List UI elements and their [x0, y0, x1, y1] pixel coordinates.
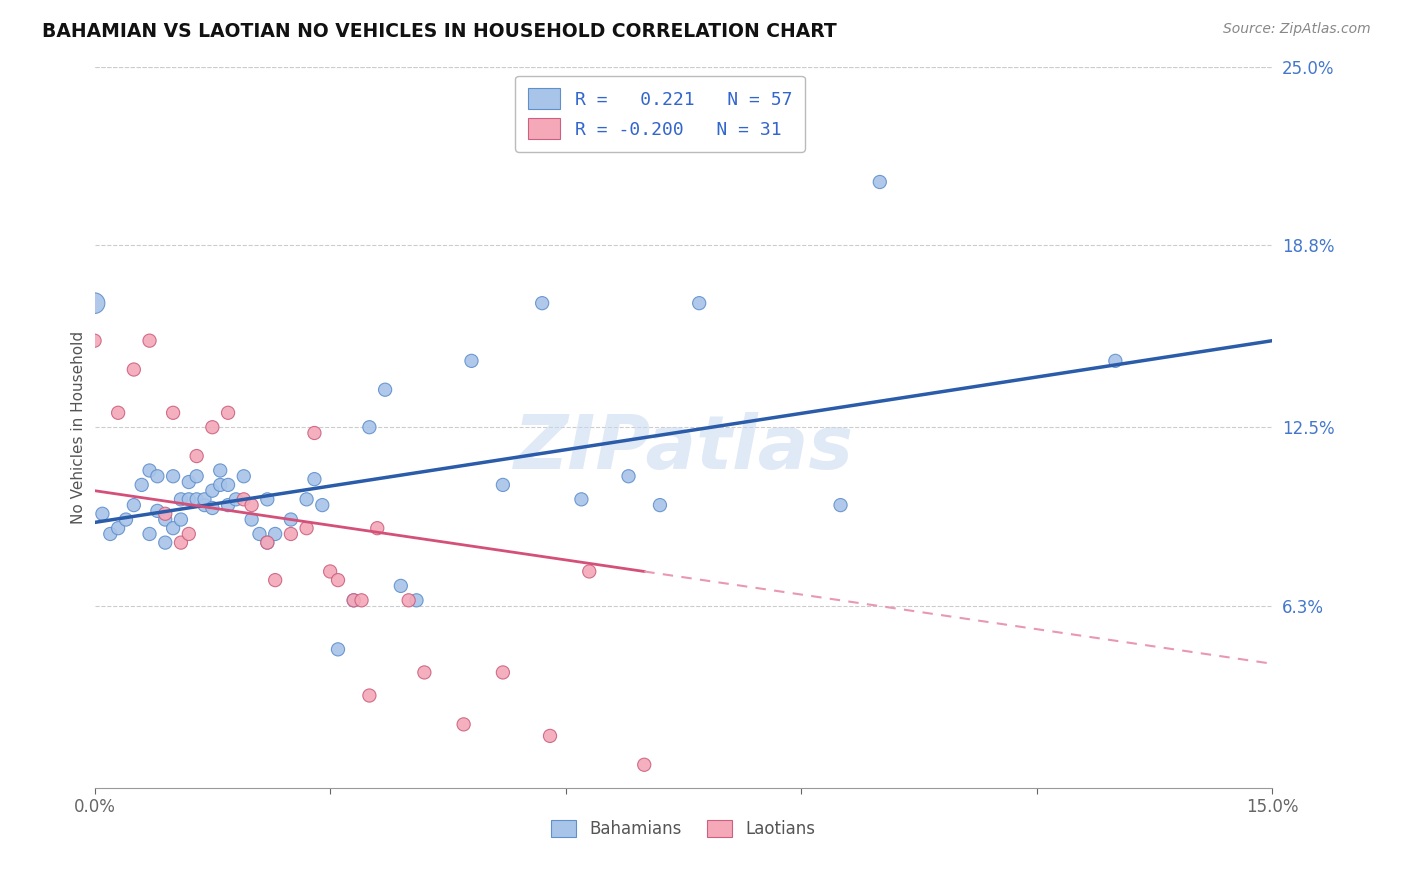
Point [193, 498, 215, 512]
Point [413, 665, 436, 680]
Point [648, 498, 671, 512]
Point [217, 498, 239, 512]
Point [830, 498, 852, 512]
Point [107, 521, 129, 535]
Point [326, 573, 349, 587]
Point [162, 521, 184, 535]
Point [170, 492, 193, 507]
Point [256, 492, 278, 507]
Point [138, 334, 160, 348]
Point [249, 527, 271, 541]
Point [186, 469, 208, 483]
Point [186, 492, 208, 507]
Point [366, 521, 388, 535]
Point [177, 492, 200, 507]
Y-axis label: No Vehicles in Household: No Vehicles in Household [72, 331, 86, 524]
Point [155, 512, 177, 526]
Point [146, 469, 169, 483]
Point [343, 593, 366, 607]
Point [571, 492, 593, 507]
Point [170, 512, 193, 526]
Point [264, 527, 287, 541]
Point [343, 593, 366, 607]
Point [295, 492, 318, 507]
Point [209, 463, 232, 477]
Point [633, 757, 655, 772]
Point [201, 420, 224, 434]
Point [232, 492, 254, 507]
Point [138, 463, 160, 477]
Point [492, 665, 515, 680]
Point [193, 492, 215, 507]
Point [170, 535, 193, 549]
Point [617, 469, 640, 483]
Point [359, 420, 381, 434]
Point [280, 512, 302, 526]
Point [146, 504, 169, 518]
Point [225, 492, 247, 507]
Text: ZIPatlas: ZIPatlas [513, 412, 853, 485]
Point [256, 535, 278, 549]
Point [688, 296, 710, 310]
Point [869, 175, 891, 189]
Point [256, 535, 278, 549]
Point [217, 478, 239, 492]
Point [389, 579, 412, 593]
Point [91, 507, 114, 521]
Point [122, 498, 145, 512]
Point [264, 573, 287, 587]
Point [374, 383, 396, 397]
Point [209, 478, 232, 492]
Point [398, 593, 420, 607]
Text: BAHAMIAN VS LAOTIAN NO VEHICLES IN HOUSEHOLD CORRELATION CHART: BAHAMIAN VS LAOTIAN NO VEHICLES IN HOUSE… [42, 22, 837, 41]
Point [83, 296, 105, 310]
Point [107, 406, 129, 420]
Point [538, 729, 561, 743]
Point [138, 527, 160, 541]
Point [460, 354, 482, 368]
Point [240, 498, 263, 512]
Point [326, 642, 349, 657]
Point [122, 362, 145, 376]
Point [162, 406, 184, 420]
Point [1104, 354, 1126, 368]
Point [350, 593, 373, 607]
Point [531, 296, 554, 310]
Point [201, 483, 224, 498]
Point [453, 717, 475, 731]
Point [155, 507, 177, 521]
Point [177, 527, 200, 541]
Point [405, 593, 427, 607]
Point [240, 512, 263, 526]
Text: Source: ZipAtlas.com: Source: ZipAtlas.com [1223, 22, 1371, 37]
Point [155, 535, 177, 549]
Point [295, 521, 318, 535]
Point [177, 475, 200, 489]
Point [304, 472, 326, 486]
Point [359, 689, 381, 703]
Point [98, 527, 121, 541]
Point [186, 449, 208, 463]
Legend: Bahamians, Laotians: Bahamians, Laotians [544, 813, 823, 845]
Point [578, 565, 600, 579]
Point [131, 478, 153, 492]
Point [162, 469, 184, 483]
Point [232, 469, 254, 483]
Point [311, 498, 333, 512]
Point [217, 406, 239, 420]
Point [319, 565, 342, 579]
Point [83, 334, 105, 348]
Point [492, 478, 515, 492]
Point [201, 501, 224, 516]
Point [115, 512, 138, 526]
Point [304, 425, 326, 440]
Point [280, 527, 302, 541]
